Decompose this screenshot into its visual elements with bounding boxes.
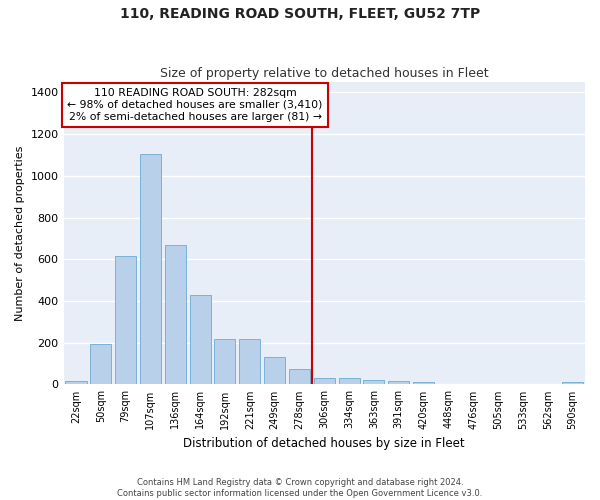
Bar <box>264 358 285 384</box>
Bar <box>562 382 583 384</box>
Bar <box>90 344 112 385</box>
Bar <box>289 369 310 384</box>
Text: 110 READING ROAD SOUTH: 282sqm
← 98% of detached houses are smaller (3,410)
2% o: 110 READING ROAD SOUTH: 282sqm ← 98% of … <box>67 88 323 122</box>
Bar <box>115 256 136 384</box>
Bar <box>364 380 385 384</box>
X-axis label: Distribution of detached houses by size in Fleet: Distribution of detached houses by size … <box>184 437 465 450</box>
Y-axis label: Number of detached properties: Number of detached properties <box>15 146 25 321</box>
Bar <box>140 154 161 384</box>
Bar <box>338 378 359 384</box>
Bar <box>413 382 434 384</box>
Bar <box>239 338 260 384</box>
Title: Size of property relative to detached houses in Fleet: Size of property relative to detached ho… <box>160 66 488 80</box>
Bar <box>190 295 211 384</box>
Bar <box>65 380 86 384</box>
Text: Contains HM Land Registry data © Crown copyright and database right 2024.
Contai: Contains HM Land Registry data © Crown c… <box>118 478 482 498</box>
Bar <box>214 338 235 384</box>
Bar <box>388 382 409 384</box>
Bar <box>314 378 335 384</box>
Bar <box>165 244 186 384</box>
Text: 110, READING ROAD SOUTH, FLEET, GU52 7TP: 110, READING ROAD SOUTH, FLEET, GU52 7TP <box>120 8 480 22</box>
